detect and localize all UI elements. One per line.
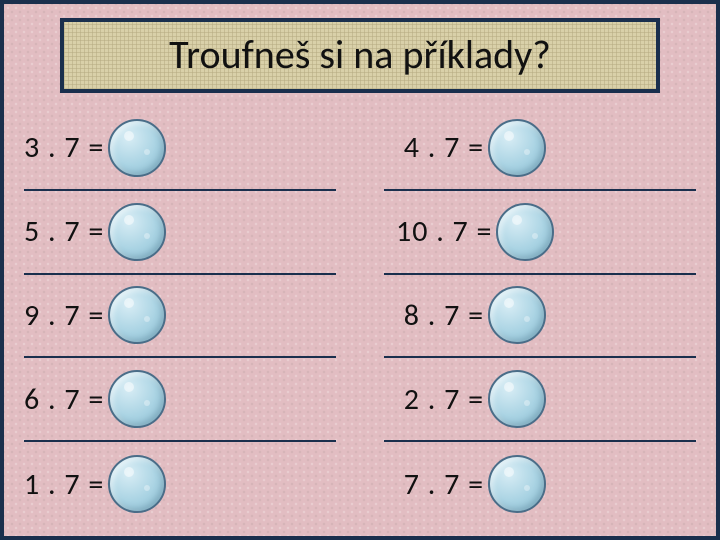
problem-cell: 8 . 7 = xyxy=(384,275,696,359)
title-box: Troufneš si na příklady? xyxy=(60,18,660,93)
expression-text: 4 . 7 = xyxy=(396,129,484,166)
expression-text: 8 . 7 = xyxy=(396,297,484,334)
problem-cell: 3 . 7 = xyxy=(24,107,336,191)
expression-text: 5 . 7 = xyxy=(24,213,104,250)
answer-bubble[interactable] xyxy=(488,455,546,513)
problem-cell: 6 . 7 = xyxy=(24,358,336,442)
problem-cell: 4 . 7 = xyxy=(384,107,696,191)
answer-bubble[interactable] xyxy=(488,286,546,344)
problem-cell: 10 . 7 = xyxy=(384,191,696,275)
answer-bubble[interactable] xyxy=(488,370,546,428)
problem-cell: 1 . 7 = xyxy=(24,442,336,526)
expression-text: 1 . 7 = xyxy=(24,466,104,503)
answer-bubble[interactable] xyxy=(108,119,166,177)
title-wrap: Troufneš si na příklady? xyxy=(4,4,716,103)
problem-cell: 9 . 7 = xyxy=(24,275,336,359)
answer-bubble[interactable] xyxy=(108,370,166,428)
problem-grid: 3 . 7 = 4 . 7 = 5 . 7 = 10 . 7 = 9 . 7 =… xyxy=(4,103,716,536)
slide: Troufneš si na příklady? 3 . 7 = 4 . 7 =… xyxy=(0,0,720,540)
answer-bubble[interactable] xyxy=(488,119,546,177)
problem-cell: 5 . 7 = xyxy=(24,191,336,275)
answer-bubble[interactable] xyxy=(108,455,166,513)
expression-text: 6 . 7 = xyxy=(24,381,104,418)
title-text: Troufneš si na příklady? xyxy=(169,30,551,79)
expression-text: 10 . 7 = xyxy=(396,213,492,250)
expression-text: 7 . 7 = xyxy=(396,466,484,503)
expression-text: 2 . 7 = xyxy=(396,381,484,418)
answer-bubble[interactable] xyxy=(108,203,166,261)
problem-cell: 7 . 7 = xyxy=(384,442,696,526)
problem-cell: 2 . 7 = xyxy=(384,358,696,442)
answer-bubble[interactable] xyxy=(496,203,554,261)
answer-bubble[interactable] xyxy=(108,286,166,344)
expression-text: 3 . 7 = xyxy=(24,129,104,166)
expression-text: 9 . 7 = xyxy=(24,297,104,334)
